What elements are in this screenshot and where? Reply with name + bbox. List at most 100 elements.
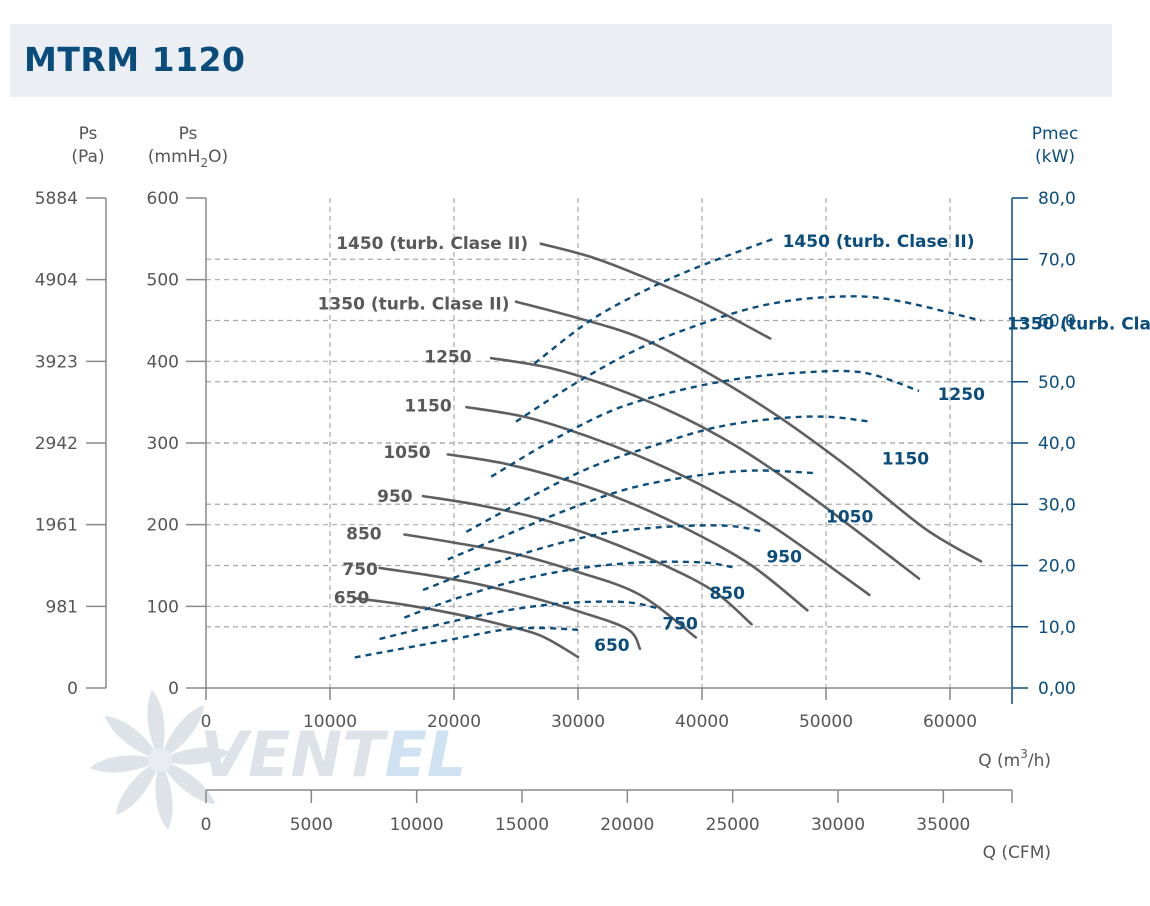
y-axis-kw-label: Pmec	[1032, 124, 1079, 144]
power-curve-label-1250: 1250	[938, 385, 985, 405]
x-axis-m3h-tick-label: 10000	[303, 712, 357, 732]
pressure-curve-1350-turb-clase-ii	[514, 300, 983, 563]
y-axis-kw-tick-label: 80,0	[1038, 189, 1076, 209]
power-curve-label-650: 650	[594, 636, 630, 656]
power-curve-950	[422, 524, 765, 592]
power-curve-label-950: 950	[766, 547, 802, 567]
y-axis-mm-tick-label: 200	[147, 516, 179, 536]
pressure-curve-label-1150: 1150	[404, 396, 451, 416]
pressure-curve-1250	[489, 356, 921, 580]
power-curves: 650 750 850 950 1050 1150 1250 1350 (turb. Clas…	[354, 232, 1150, 659]
y-axis-mm-tick-label: 0	[168, 679, 179, 699]
y-axis-pa-tick-label: 4904	[35, 271, 78, 291]
y-axis-mm-unit-post: O)	[208, 147, 228, 167]
y-axis-mm-unit: (mmH2O)	[148, 147, 228, 170]
y-axis-pa-label: Ps	[79, 124, 98, 144]
x-axis-m3h-label: Q (m3/h)	[978, 747, 1051, 771]
y-axis-mm-tick-label: 600	[147, 189, 179, 209]
power-curve-1350-turb-clase-ii	[515, 295, 982, 423]
y-axis-kw-tick-label: 50,0	[1038, 373, 1076, 393]
x-axis-cfm-tick-label: 20000	[600, 815, 654, 835]
y-axis-mm-unit-pre: (mmH	[148, 147, 201, 167]
pressure-curve-1150	[465, 405, 871, 597]
y-axis-kw-tick-label: 0,00	[1038, 679, 1076, 699]
y-axis-pa-tick-label: 0	[67, 679, 78, 699]
y-axis-kw-unit: (kW)	[1035, 147, 1075, 167]
watermark-text: VENTEL	[200, 718, 466, 791]
grid	[206, 198, 1012, 688]
pressure-curve-label-1450-turb-clase-ii: 1450 (turb. Clase II)	[336, 234, 528, 254]
y-axis-pa-tick-label: 5884	[35, 189, 78, 209]
x-axis-m3h-tick-label: 30000	[551, 712, 605, 732]
x-axis-m3h-tick-label: 60000	[923, 712, 977, 732]
x-axis-cfm-tick-label: 25000	[706, 815, 760, 835]
pressure-curve-label-750: 750	[342, 560, 378, 580]
watermark-fan-blade	[147, 690, 165, 760]
watermark-fan-blade	[160, 760, 216, 804]
y-axis-kw-tick-label: 40,0	[1038, 434, 1076, 454]
x-axis-m3h-tick-label: 50000	[799, 712, 853, 732]
y-axis-kw-tick-label: 10,0	[1038, 618, 1076, 638]
y-axis-mm-tick-label: 400	[147, 352, 179, 372]
x-axis-m3h-label-sup: 3	[1020, 747, 1028, 761]
pressure-curves: 650 750 850 950 1050 1150 1250 1350 (turb. Clas…	[318, 234, 983, 659]
y-axis-mm-unit-sub: 2	[200, 156, 208, 170]
x-axis-cfm-tick-label: 5000	[290, 815, 333, 835]
pressure-curve-label-1250: 1250	[424, 347, 471, 367]
power-curve-label-1450-turb-clase-ii: 1450 (turb. Clase II)	[783, 232, 975, 252]
power-curve-label-1150: 1150	[882, 449, 929, 469]
x-axis-m3h-tick-label: 20000	[427, 712, 481, 732]
power-curve-1250	[490, 369, 920, 478]
pressure-curve-1050	[446, 453, 809, 612]
y-axis-kw-tick-label: 30,0	[1038, 495, 1076, 515]
x-axis-m3h-label-post: /h)	[1028, 751, 1051, 771]
power-curve-850	[403, 560, 734, 619]
watermark-text-accent: EL	[385, 718, 467, 791]
power-curve-650	[354, 626, 579, 659]
x-axis-cfm-tick-label: 10000	[390, 815, 444, 835]
watermark-fan-blade	[155, 760, 173, 830]
pressure-curve-label-650: 650	[334, 588, 370, 608]
pressure-curve-label-1050: 1050	[383, 443, 430, 463]
watermark-fan-icon	[90, 690, 230, 830]
title-bar	[10, 24, 1112, 97]
watermark-fan-blade	[104, 716, 160, 760]
pressure-curve-1450-turb-clase-ii	[539, 242, 772, 340]
power-curve-label-750: 750	[662, 615, 698, 635]
x-axis-m3h-label-pre: Q (m	[978, 751, 1020, 771]
pressure-curve-750	[378, 566, 642, 651]
y-axis-pa-unit: (Pa)	[71, 147, 104, 167]
watermark-layer: VENTEL	[90, 690, 466, 830]
axes: Ps (Pa) Ps (mmH2O) Pmec (kW) Q (m3/h) Q …	[35, 124, 1079, 863]
watermark-fan-blade	[90, 755, 160, 773]
y-axis-mm-tick-label: 500	[147, 271, 179, 291]
y-axis-kw-tick-label: 60,0	[1038, 312, 1076, 332]
page-title: MTRM 1120	[24, 40, 246, 79]
y-axis-mm-tick-label: 300	[147, 434, 179, 454]
pressure-curve-label-1350-turb-clase-ii: 1350 (turb. Clase II)	[318, 294, 510, 314]
x-axis-cfm-tick-label: 15000	[495, 815, 549, 835]
y-axis-pa-tick-label: 981	[46, 597, 78, 617]
power-curve-label-1350-turb-clase-ii: 1350 (turb. Clase II)	[1007, 315, 1150, 335]
x-axis-m3h-tick-label: 40000	[675, 712, 729, 732]
pressure-curve-650	[353, 596, 580, 659]
power-curve-1150	[465, 415, 870, 533]
power-curve-label-850: 850	[709, 584, 745, 604]
y-axis-pa-tick-label: 2942	[35, 434, 78, 454]
x-axis-cfm-tick-label: 0	[201, 815, 212, 835]
watermark-fan-blade	[116, 760, 160, 816]
watermark-fan-hub	[148, 748, 172, 772]
x-axis-cfm-tick-label: 35000	[916, 815, 970, 835]
pressure-curve-label-850: 850	[346, 525, 382, 545]
watermark-fan-blade	[160, 704, 204, 760]
y-axis-pa-tick-label: 3923	[35, 352, 78, 372]
watermark-fan-blade	[160, 747, 230, 765]
pressure-curve-label-950: 950	[377, 487, 413, 507]
watermark-text-main: VENT	[200, 718, 389, 791]
power-curve-1050	[447, 469, 814, 561]
y-axis-kw-tick-label: 70,0	[1038, 250, 1076, 270]
x-axis-m3h-tick-label: 0	[201, 712, 212, 732]
x-axis-cfm-tick-label: 30000	[811, 815, 865, 835]
pressure-curve-950	[421, 494, 753, 626]
